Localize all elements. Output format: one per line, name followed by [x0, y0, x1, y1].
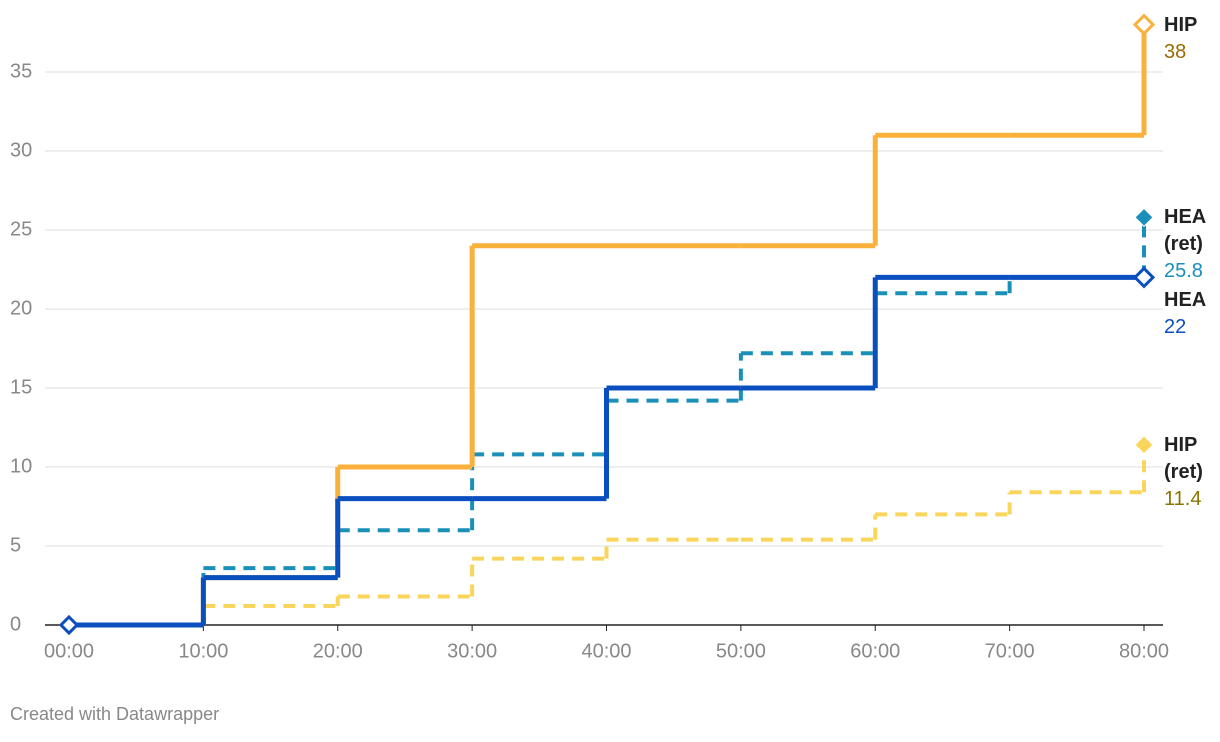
y-tick-label: 0	[10, 613, 21, 635]
x-tick-label: 70:00	[985, 640, 1035, 662]
series-label: HIP 38	[1164, 12, 1220, 66]
x-tick-label: 40:00	[581, 640, 631, 662]
series-name: HIP	[1164, 13, 1198, 36]
series-label: HIP (ret) 11.4	[1164, 432, 1220, 513]
y-tick-label: 35	[10, 60, 32, 82]
end-marker	[1132, 266, 1156, 289]
x-tick-label: 30:00	[447, 640, 497, 662]
series-label: HEA 22	[1164, 287, 1220, 341]
footer: Created with Datawrapper	[10, 704, 220, 724]
y-tick-label: 5	[10, 534, 21, 556]
y-tick-label: 30	[10, 139, 32, 161]
value-label: 11.4	[1164, 487, 1202, 510]
value-label: 38	[1164, 40, 1187, 63]
value-label: 22	[1164, 316, 1187, 339]
y-tick-label: 10	[10, 455, 32, 477]
series-name: HIP (ret)	[1164, 433, 1203, 483]
series-label: HEA (ret) 25.8	[1164, 204, 1220, 285]
y-tick-label: 15	[10, 376, 32, 398]
x-tick-label: 50:00	[716, 640, 766, 662]
x-tick-label: 10:00	[178, 640, 228, 662]
x-tick-label: 60:00	[850, 640, 900, 662]
end-marker	[1134, 435, 1154, 455]
value-label: 25.8	[1164, 260, 1203, 283]
start-marker	[58, 614, 80, 636]
series-name: HEA	[1164, 289, 1207, 312]
y-tick-label: 20	[10, 297, 32, 319]
end-marker	[1132, 13, 1156, 36]
series-name: HEA (ret)	[1164, 206, 1206, 256]
x-tick-label: 00:00	[44, 640, 94, 662]
x-tick-label: 80:00	[1119, 640, 1169, 662]
x-tick-label: 20:00	[313, 640, 363, 662]
y-tick-label: 25	[10, 218, 32, 240]
end-marker	[1134, 207, 1154, 228]
